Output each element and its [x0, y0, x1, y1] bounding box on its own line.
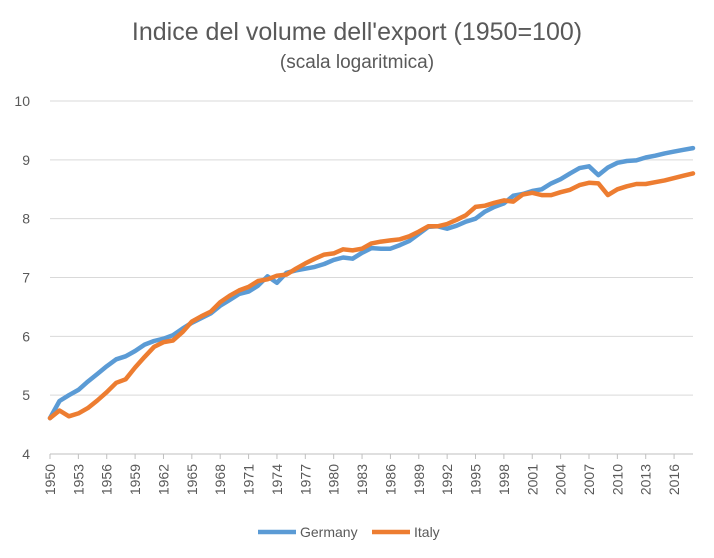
- chart-subtitle: (scala logaritmica): [280, 52, 434, 73]
- x-tick-label: 1974: [269, 464, 285, 495]
- legend: Germany Italy: [258, 524, 440, 540]
- series-line-germany: [47, 145, 696, 421]
- axes: 4 5 6 7 8 9 10 1950 1953 1956 1959 1962 1965 1968 1971…: [14, 93, 693, 495]
- x-tick-label: 2001: [524, 464, 540, 495]
- x-tick-label: 1983: [354, 464, 370, 495]
- x-tick-label: 2004: [553, 464, 569, 495]
- x-tick-label: 1971: [241, 464, 257, 495]
- x-tick-label: 1959: [127, 464, 143, 495]
- series-line-italy: [47, 171, 696, 421]
- x-tick-label: 1965: [184, 464, 200, 495]
- x-tick-label: 1989: [411, 464, 427, 495]
- x-tick-label: 1986: [382, 464, 398, 495]
- gridlines: [50, 100, 693, 396]
- y-tick-label: 9: [22, 152, 30, 168]
- chart-title: Indice del volume dell'export (1950=100): [132, 18, 582, 46]
- x-tick-label: 1992: [439, 464, 455, 495]
- y-tick-label: 5: [22, 387, 30, 403]
- y-tick-label: 4: [22, 446, 30, 462]
- x-tick-label: 1968: [212, 464, 228, 495]
- y-tick-label: 7: [22, 270, 30, 286]
- y-tick-label: 8: [22, 211, 30, 227]
- legend-label-germany: Germany: [300, 524, 358, 540]
- x-tick-label: 1962: [155, 464, 171, 495]
- x-tick-label: 2007: [581, 464, 597, 495]
- x-tick-label: 2010: [609, 464, 625, 495]
- x-tick-label: 1977: [297, 464, 313, 495]
- x-tick-label: 2016: [666, 464, 682, 495]
- legend-label-italy: Italy: [414, 524, 440, 540]
- series-lines: [47, 145, 696, 421]
- x-tick-label: 1950: [42, 464, 58, 495]
- x-tick-label: 1995: [468, 464, 484, 495]
- x-tick-label: 1953: [70, 464, 86, 495]
- x-tick-label: 1956: [99, 464, 115, 495]
- x-tick-label: 1980: [326, 464, 342, 495]
- y-tick-label: 10: [14, 93, 30, 109]
- y-tick-label: 6: [22, 328, 30, 344]
- x-tick-label: 2013: [638, 464, 654, 495]
- x-tick-label: 1998: [496, 464, 512, 495]
